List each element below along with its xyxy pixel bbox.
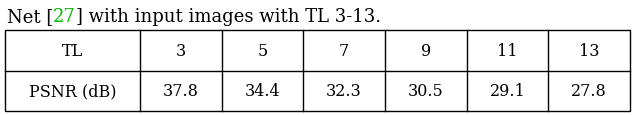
Text: 30.5: 30.5 — [408, 83, 444, 99]
Text: 13: 13 — [579, 42, 600, 59]
Text: 3: 3 — [175, 42, 186, 59]
Text: 34.4: 34.4 — [244, 83, 280, 99]
Text: 11: 11 — [497, 42, 518, 59]
Text: 27: 27 — [53, 8, 76, 26]
Text: Net [: Net [ — [7, 8, 53, 26]
Text: 7: 7 — [339, 42, 349, 59]
Text: 9: 9 — [420, 42, 431, 59]
Text: 32.3: 32.3 — [326, 83, 362, 99]
Text: 5: 5 — [257, 42, 268, 59]
Text: PSNR (dB): PSNR (dB) — [29, 83, 116, 99]
Text: 27.8: 27.8 — [572, 83, 607, 99]
Bar — [5, 31, 630, 111]
Text: ] with input images with TL 3-13.: ] with input images with TL 3-13. — [76, 8, 381, 26]
Text: 37.8: 37.8 — [163, 83, 198, 99]
Text: 29.1: 29.1 — [490, 83, 525, 99]
Text: TL: TL — [62, 42, 83, 59]
